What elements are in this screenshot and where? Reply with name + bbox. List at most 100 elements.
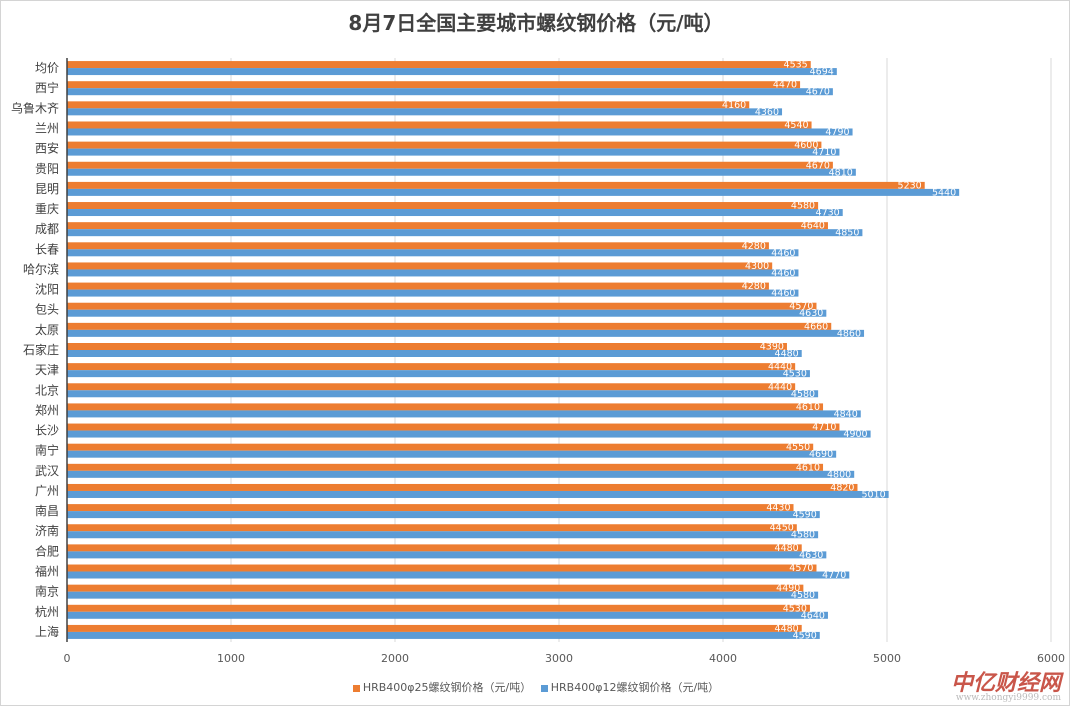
bar-series-1 xyxy=(67,81,801,89)
data-label-series-2: 4580 xyxy=(791,389,815,400)
bar-series-1 xyxy=(67,564,817,572)
category-label: 郑州 xyxy=(35,402,59,417)
legend: HRB400φ25螺纹钢价格（元/吨） HRB400φ12螺纹钢价格（元/吨） xyxy=(1,679,1070,695)
data-label-series-2: 4690 xyxy=(809,449,833,460)
bar-series-2 xyxy=(67,188,960,196)
bar-series-2 xyxy=(67,511,820,519)
data-label-series-1: 4540 xyxy=(784,120,808,131)
x-tick-label: 0 xyxy=(64,652,71,665)
bar-series-2 xyxy=(67,450,837,458)
bar-series-1 xyxy=(67,302,817,310)
category-label: 成都 xyxy=(35,222,59,236)
data-label-series-1: 4440 xyxy=(768,362,792,373)
watermark-url: www.zhongyi9999.com xyxy=(955,693,1061,703)
bar-series-2 xyxy=(67,631,820,639)
data-label-series-1: 4640 xyxy=(801,221,825,232)
bar-series-1 xyxy=(67,161,833,169)
x-tick-label: 4000 xyxy=(709,652,737,665)
category-label: 上海 xyxy=(35,624,59,639)
x-tick-label: 3000 xyxy=(545,652,573,665)
bar-series-2 xyxy=(67,430,871,438)
data-label-series-2: 4850 xyxy=(835,228,859,239)
bar-series-1 xyxy=(67,524,797,532)
data-label-series-1: 4820 xyxy=(830,482,854,493)
data-label-series-1: 4280 xyxy=(742,281,766,292)
bar-series-2 xyxy=(67,551,827,559)
data-label-series-1: 4490 xyxy=(776,583,800,594)
data-label-series-2: 4630 xyxy=(799,308,823,319)
category-label: 北京 xyxy=(35,383,59,397)
data-label-series-1: 4610 xyxy=(796,402,820,413)
data-label-series-2: 5440 xyxy=(932,187,956,198)
data-label-series-1: 4535 xyxy=(784,60,808,71)
data-label-series-2: 4810 xyxy=(829,167,853,178)
bar-series-1 xyxy=(67,403,824,411)
bar-series-1 xyxy=(67,483,858,491)
data-label-series-1: 4480 xyxy=(775,543,799,554)
category-label: 昆明 xyxy=(35,182,59,196)
bar-series-2 xyxy=(67,410,861,418)
category-label: 包头 xyxy=(35,303,59,317)
bar-series-2 xyxy=(67,591,819,599)
category-label: 均价 xyxy=(35,61,59,75)
bar-series-1 xyxy=(67,262,773,270)
category-label: 乌鲁木齐 xyxy=(11,100,59,115)
data-label-series-2: 4590 xyxy=(793,630,817,641)
bar-series-2 xyxy=(67,229,863,237)
data-label-series-2: 4640 xyxy=(801,610,825,621)
category-label: 西宁 xyxy=(35,80,59,95)
data-label-series-2: 5010 xyxy=(861,489,885,500)
data-label-series-2: 4360 xyxy=(755,107,779,118)
category-label: 兰州 xyxy=(35,121,59,135)
data-label-series-2: 4790 xyxy=(825,127,849,138)
data-label-series-1: 4570 xyxy=(789,301,813,312)
watermark-logo: 中亿财经网 www.zhongyi9999.com xyxy=(951,665,1061,703)
bar-series-1 xyxy=(67,282,769,290)
category-label: 南昌 xyxy=(35,503,59,518)
data-label-series-2: 4460 xyxy=(771,248,795,259)
data-label-series-2: 4694 xyxy=(810,67,834,78)
category-label: 石家庄 xyxy=(23,342,59,357)
bar-series-2 xyxy=(67,309,827,317)
bar-series-2 xyxy=(67,148,840,156)
legend-item-series-2: HRB400φ12螺纹钢价格（元/吨） xyxy=(540,679,720,695)
bar-series-1 xyxy=(67,463,824,471)
data-label-series-1: 4470 xyxy=(773,80,797,91)
bar-series-2 xyxy=(67,370,810,378)
x-tick-label: 5000 xyxy=(873,652,901,665)
legend-swatch-series-1 xyxy=(352,684,360,692)
data-label-series-1: 4280 xyxy=(742,241,766,252)
data-label-series-2: 4460 xyxy=(771,288,795,299)
data-label-series-2: 4480 xyxy=(775,349,799,360)
category-label: 西安 xyxy=(35,141,59,156)
legend-label-series-2: HRB400φ12螺纹钢价格（元/吨） xyxy=(550,681,720,694)
bar-series-2 xyxy=(67,289,799,297)
bar-series-1 xyxy=(67,181,925,189)
data-label-series-1: 4610 xyxy=(796,462,820,473)
bar-series-1 xyxy=(67,443,814,451)
bar-series-2 xyxy=(67,128,853,136)
category-label: 福州 xyxy=(35,564,59,579)
bar-series-2 xyxy=(67,611,828,619)
bar-series-2 xyxy=(67,531,819,539)
legend-label-series-1: HRB400φ25螺纹钢价格（元/吨） xyxy=(362,681,532,694)
legend-swatch-series-2 xyxy=(540,684,548,692)
bar-series-1 xyxy=(67,202,819,210)
bar-series-1 xyxy=(67,584,804,592)
data-label-series-1: 4600 xyxy=(794,140,818,151)
category-label: 太原 xyxy=(35,322,59,337)
data-label-series-2: 4580 xyxy=(791,590,815,601)
data-label-series-2: 4860 xyxy=(837,328,861,339)
bar-series-1 xyxy=(67,101,750,109)
bar-series-1 xyxy=(67,504,794,512)
data-label-series-1: 4570 xyxy=(789,563,813,574)
data-label-series-1: 4300 xyxy=(745,261,769,272)
x-tick-label: 1000 xyxy=(217,652,245,665)
bar-series-1 xyxy=(67,343,787,350)
bar-series-1 xyxy=(67,121,812,129)
category-label: 武汉 xyxy=(35,464,59,478)
data-label-series-1: 4710 xyxy=(812,422,836,433)
bar-series-1 xyxy=(67,61,811,69)
x-tick-label: 2000 xyxy=(381,652,409,665)
x-tick-label: 6000 xyxy=(1037,652,1065,665)
